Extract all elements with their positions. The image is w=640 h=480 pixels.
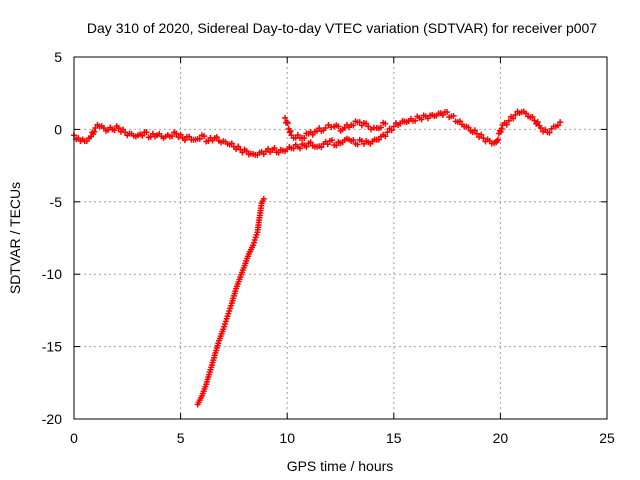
data-point-interp: [494, 136, 501, 143]
data-point-interp: [382, 133, 389, 140]
data-point-interp: [328, 137, 335, 144]
data-point-interp: [228, 140, 235, 147]
data-point-interp: [235, 143, 242, 150]
data-point-interp: [213, 134, 220, 141]
plot-frame: [73, 56, 608, 420]
data-point-interp: [290, 145, 297, 152]
data-point: [390, 123, 397, 130]
x-axis-label: GPS time / hours: [287, 458, 394, 474]
data-point-interp: [471, 127, 478, 134]
data-point: [333, 142, 340, 149]
data-point-interp: [284, 119, 291, 126]
data-point-interp: [465, 124, 472, 131]
data-point-interp: [335, 123, 342, 130]
data-point-interp: [111, 127, 118, 134]
data-point: [382, 120, 389, 127]
data-point: [307, 139, 314, 146]
data-point-interp: [318, 144, 325, 151]
x-tick-label: 20: [493, 430, 509, 446]
data-point-interp: [497, 128, 504, 135]
y-tick-labels: -20 -15 -10 -5 0 5: [42, 49, 62, 427]
data-point-interp: [450, 112, 457, 119]
data-point: [365, 123, 372, 130]
data-point-interp: [418, 116, 425, 123]
data-point: [173, 130, 180, 137]
data-point-interp: [181, 137, 188, 144]
data-point-interp: [316, 125, 323, 132]
y-axis-label: SDTVAR / TECUs: [7, 182, 23, 294]
y-tick-label: -10: [42, 266, 62, 282]
data-point-interp: [91, 128, 98, 135]
data-point-interp: [287, 127, 294, 134]
data-point: [115, 124, 122, 131]
axis-ticks: [73, 56, 608, 420]
y-tick-label: 0: [54, 121, 62, 137]
data-point-interp: [283, 119, 290, 126]
data-point-interp: [444, 109, 451, 116]
data-point-interp: [478, 131, 485, 138]
x-tick-label: 15: [386, 430, 402, 446]
data-point: [473, 130, 480, 137]
data-point-interp: [196, 135, 203, 142]
data-point-interp: [303, 143, 310, 150]
data-point-interp: [265, 145, 272, 152]
data-point-interp: [494, 137, 501, 144]
data-point-interp: [139, 132, 146, 139]
data-point: [384, 129, 391, 136]
y-tick-label: -20: [42, 411, 62, 427]
data-marks: [71, 108, 564, 408]
data-point: [282, 114, 289, 121]
data-point-interp: [546, 129, 553, 136]
data-point: [557, 119, 564, 126]
data-point-interp: [375, 136, 382, 143]
data-point: [92, 124, 99, 131]
data-point-interp: [324, 141, 331, 148]
data-point-interp: [309, 131, 316, 138]
data-point: [243, 148, 250, 155]
y-tick-label: -15: [42, 339, 62, 355]
data-point: [260, 195, 267, 202]
data-point-interp: [378, 124, 385, 131]
data-point-interp: [169, 133, 176, 140]
data-point-interp: [143, 129, 150, 136]
data-point-interp: [388, 127, 395, 134]
data-point-interp: [554, 122, 561, 129]
x-tick-label: 25: [599, 430, 615, 446]
data-point-interp: [498, 125, 505, 132]
data-point-interp: [350, 122, 357, 129]
data-point-interp: [294, 131, 301, 138]
data-point-interp: [456, 118, 463, 125]
data-point-interp: [271, 145, 278, 152]
data-point-interp: [301, 135, 308, 142]
data-point: [480, 135, 487, 142]
x-tick-labels: 0 5 10 15 20 25: [70, 430, 615, 446]
data-point-interp: [354, 141, 361, 148]
data-point-interp: [510, 115, 517, 122]
y-tick-label: -5: [50, 194, 63, 210]
data-point-interp: [201, 133, 208, 140]
chart-title: Day 310 of 2020, Sidereal Day-to-day VTE…: [87, 20, 597, 36]
data-point: [505, 117, 512, 124]
x-tick-label: 0: [70, 430, 78, 446]
x-tick-label: 10: [279, 430, 295, 446]
data-point: [537, 124, 544, 131]
data-point-interp: [412, 117, 419, 124]
data-point-interp: [177, 131, 184, 138]
x-tick-label: 5: [177, 430, 185, 446]
y-tick-label: 5: [54, 49, 62, 65]
data-point-interp: [529, 113, 536, 120]
data-point-interp: [503, 121, 510, 128]
data-point: [322, 124, 329, 131]
data-point: [356, 119, 363, 126]
data-point-interp: [363, 120, 370, 127]
data-point-interp: [350, 136, 357, 143]
data-point: [512, 111, 519, 118]
data-point-interp: [296, 145, 303, 152]
data-point-interp: [534, 118, 541, 125]
